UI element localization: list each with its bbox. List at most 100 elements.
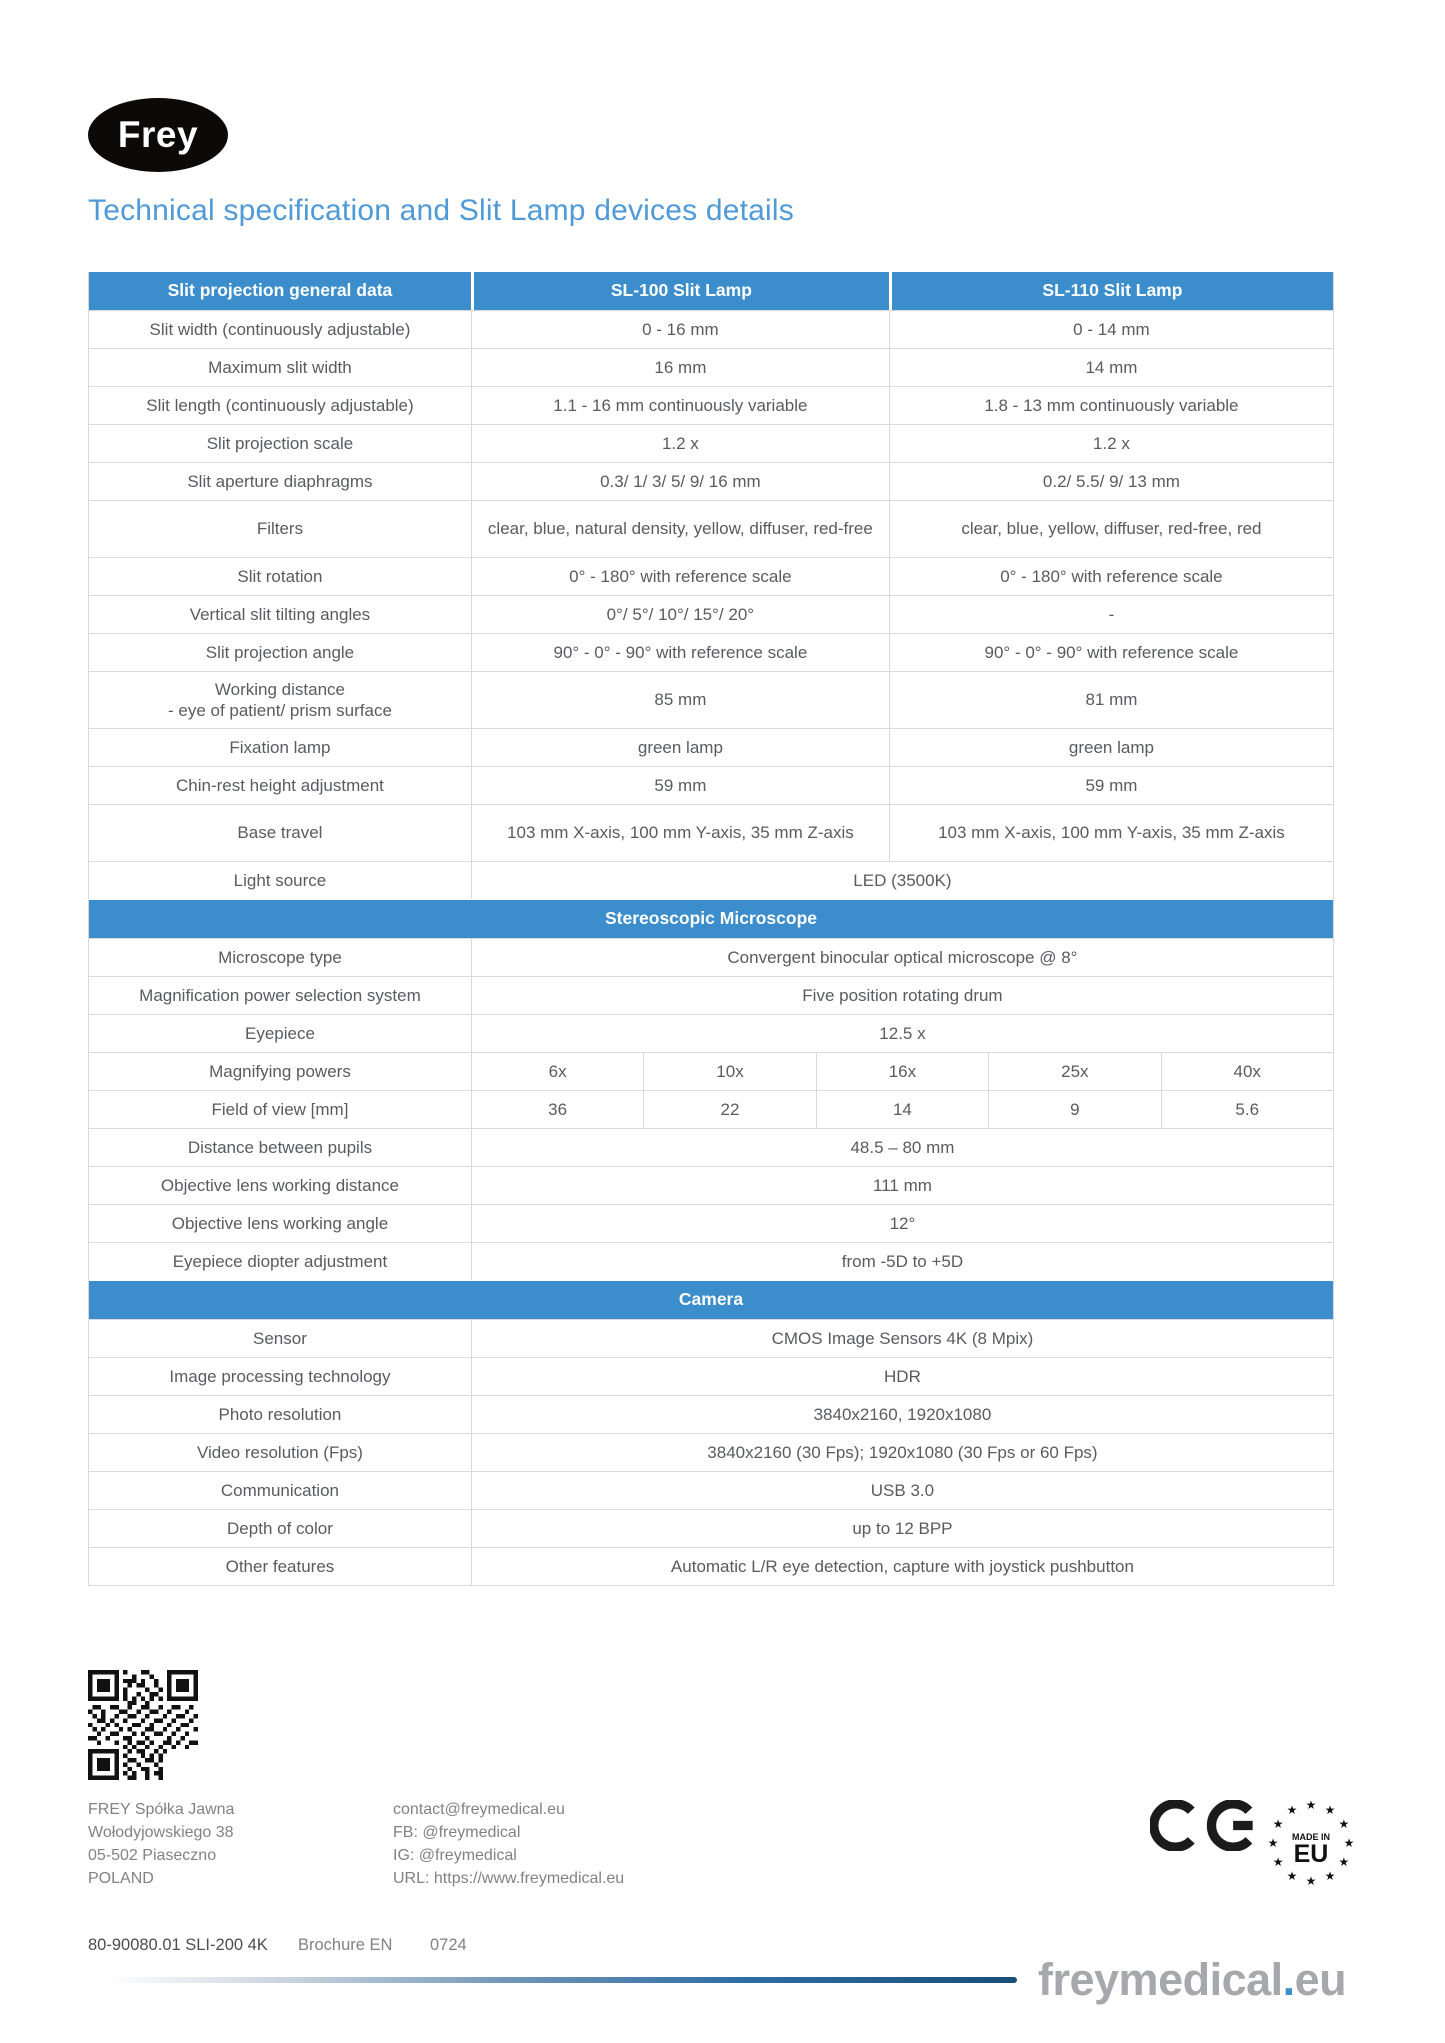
svg-text:★: ★ [1273,1855,1284,1869]
spec-label: Slit width (continuously adjustable) [149,319,411,339]
ce-mark-icon [1150,1800,1253,1851]
spec-label: Eyepiece [244,1023,315,1043]
svg-text:★: ★ [1325,1869,1336,1883]
frey-logo-text: Frey [117,114,199,155]
section-header-microscope: Stereoscopic Microscope [89,899,1333,938]
svg-text:★: ★ [1325,1803,1336,1817]
spec-value-sl110: green lamp [888,729,1333,766]
spec-label: Slit projection angle [205,642,355,662]
company-city: 05-502 Piaseczno [88,1847,217,1864]
spec-value-sl100: 103 mm X-axis, 100 mm Y-axis, 35 mm Z-ax… [470,805,889,861]
spec-row: Base travel 103 mm X-axis, 100 mm Y-axis… [89,804,1333,861]
spec-table: Slit projection general data SL-100 Slit… [88,272,1334,1586]
spec-label: Photo resolution [218,1404,342,1424]
spec-label: Other features [225,1556,335,1576]
svg-text:★: ★ [1306,1798,1317,1812]
spec-row: Working distance - eye of patient/ prism… [89,671,1333,728]
spec-label: Slit rotation [237,566,323,586]
spec-value-sl100: 0 - 16 mm [470,311,889,348]
qr-code [88,1670,198,1780]
spec-value: HDR [470,1358,1333,1395]
spec-value-sl110: 0 - 14 mm [888,311,1333,348]
spec-value-sl110: 1.8 - 13 mm continuously variable [888,387,1333,424]
svg-text:★: ★ [1344,1836,1355,1850]
page-title: Technical specification and Slit Lamp de… [88,194,794,227]
company-name: FREY Spółka Jawna [88,1801,235,1818]
made-in-eu-label: EU [1294,1840,1329,1868]
contact-email[interactable]: contact@freymedical.eu [393,1801,565,1818]
site-tld: eu [1294,1954,1347,2005]
spec-label: Magnification power selection system [139,985,421,1005]
spec-value-sl110: 14 mm [888,349,1333,386]
section-header-camera: Camera [89,1280,1333,1319]
spec-value: 12.5 x [470,1015,1333,1052]
spec-label: Base travel [237,823,323,843]
company-street: Wołodyjowskiego 38 [88,1824,234,1841]
spec-value-sl100: 0.3/ 1/ 3/ 5/ 9/ 16 mm [470,463,889,500]
spec-row: Maximum slit width 16 mm 14 mm [89,348,1333,386]
spec-label: Filters [256,519,304,539]
spec-row: Slit width (continuously adjustable) 0 -… [89,310,1333,348]
spec-row: Slit rotation 0° - 180° with reference s… [89,557,1333,595]
spec-label: Communication [220,1480,339,1500]
spec-row: Sensor CMOS Image Sensors 4K (8 Mpix) [89,1319,1333,1357]
spec-value-col: 5.6 [1160,1091,1333,1128]
spec-row: Objective lens working distance 111 mm [89,1166,1333,1204]
svg-text:★: ★ [1268,1836,1279,1850]
spec-value: from -5D to +5D [470,1243,1333,1280]
section-header-label: Camera [678,1289,744,1310]
contact-url[interactable]: URL: https://www.freymedical.eu [393,1870,625,1887]
svg-text:★: ★ [1339,1817,1350,1831]
spec-value: LED (3500K) [470,862,1333,899]
spec-value: Automatic L/R eye detection, capture wit… [470,1548,1333,1585]
spec-value-col: 9 [988,1091,1160,1128]
spec-value: Five position rotating drum [470,977,1333,1014]
spec-row: Eyepiece 12.5 x [89,1014,1333,1052]
site-wordmark: freymedical.eu [1038,1954,1347,2006]
spec-value: Convergent binocular optical microscope … [470,939,1333,976]
spec-value: 111 mm [470,1167,1333,1204]
document-date: 0724 [430,1936,467,1954]
spec-value: USB 3.0 [470,1472,1333,1509]
spec-label: Objective lens working distance [160,1175,400,1195]
made-in-label: MADE IN [1292,1832,1330,1842]
spec-value-col: 40x [1160,1053,1333,1090]
spec-value-sl100: 59 mm [470,767,889,804]
spec-value-sl100: 90° - 0° - 90° with reference scale [470,634,889,671]
spec-value-sl110: 0° - 180° with reference scale [888,558,1333,595]
spec-value-sl100: 0°/ 5°/ 10°/ 15°/ 20° [470,596,889,633]
spec-row: Filters clear, blue, natural density, ye… [89,500,1333,557]
svg-text:★: ★ [1306,1874,1317,1888]
spec-label: Slit length (continuously adjustable) [146,395,414,415]
spec-value-sl110: 81 mm [888,672,1333,728]
spec-label: Slit projection scale [206,433,354,453]
spec-value-sl100: clear, blue, natural density, yellow, di… [470,501,889,557]
spec-value-sl100: 1.2 x [470,425,889,462]
contact-block: contact@freymedical.eu FB: @freymedical … [393,1798,624,1890]
spec-row: Communication USB 3.0 [89,1471,1333,1509]
section-header-label: Stereoscopic Microscope [604,908,818,929]
site-name: freymedical [1038,1954,1283,2005]
spec-value: 3840x2160 (30 Fps); 1920x1080 (30 Fps or… [470,1434,1333,1471]
spec-value-sl110: 0.2/ 5.5/ 9/ 13 mm [888,463,1333,500]
spec-value-sl110: 59 mm [888,767,1333,804]
spec-value: 48.5 – 80 mm [470,1129,1333,1166]
spec-value-col: 36 [470,1091,643,1128]
spec-value-sl110: 103 mm X-axis, 100 mm Y-axis, 35 mm Z-ax… [888,805,1333,861]
spec-label: Image processing technology [169,1366,391,1386]
spec-label: Field of view [mm] [211,1099,349,1119]
spec-label: Depth of color [227,1518,333,1538]
spec-value-sl100: green lamp [470,729,889,766]
column-header-sl100: SL-100 Slit Lamp [470,272,889,310]
spec-row: Slit projection angle 90° - 0° - 90° wit… [89,633,1333,671]
spec-row: Other features Automatic L/R eye detecti… [89,1547,1333,1585]
svg-text:★: ★ [1339,1855,1350,1869]
column-header-sl110: SL-110 Slit Lamp [888,272,1333,310]
spec-row-field-of-view: Field of view [mm] 36 22 14 9 5.6 [89,1090,1333,1128]
spec-row: Magnification power selection system Fiv… [89,976,1333,1014]
spec-value: 12° [470,1205,1333,1242]
contact-instagram: IG: @freymedical [393,1847,517,1864]
spec-label: Microscope type [218,947,342,967]
spec-row: Image processing technology HDR [89,1357,1333,1395]
